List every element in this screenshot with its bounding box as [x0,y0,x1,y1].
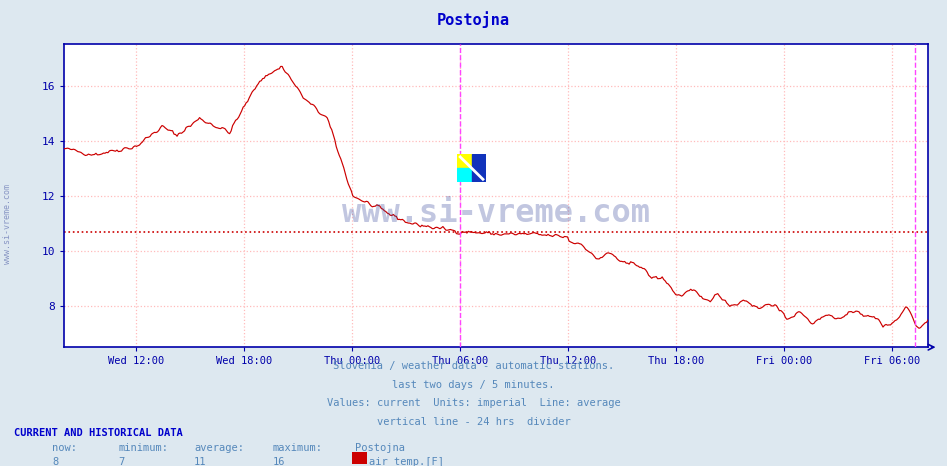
Bar [472,154,486,182]
Text: maximum:: maximum: [273,443,323,452]
Text: 7: 7 [118,457,125,466]
Text: CURRENT AND HISTORICAL DATA: CURRENT AND HISTORICAL DATA [14,428,183,438]
Text: Slovenia / weather data - automatic stations.: Slovenia / weather data - automatic stat… [333,361,614,371]
Text: last two days / 5 minutes.: last two days / 5 minutes. [392,380,555,390]
Text: minimum:: minimum: [118,443,169,452]
Bar [457,168,472,182]
Text: 11: 11 [194,457,206,466]
Text: 8: 8 [52,457,59,466]
Bar [457,154,472,168]
Text: 16: 16 [273,457,285,466]
Text: now:: now: [52,443,77,452]
Text: Values: current  Units: imperial  Line: average: Values: current Units: imperial Line: av… [327,398,620,408]
Text: Postojna: Postojna [437,12,510,28]
Text: www.si-vreme.com: www.si-vreme.com [3,184,12,264]
Text: Postojna: Postojna [355,443,405,452]
Text: air temp.[F]: air temp.[F] [369,457,444,466]
Text: vertical line - 24 hrs  divider: vertical line - 24 hrs divider [377,417,570,427]
Text: average:: average: [194,443,244,452]
Text: www.si-vreme.com: www.si-vreme.com [342,199,651,229]
